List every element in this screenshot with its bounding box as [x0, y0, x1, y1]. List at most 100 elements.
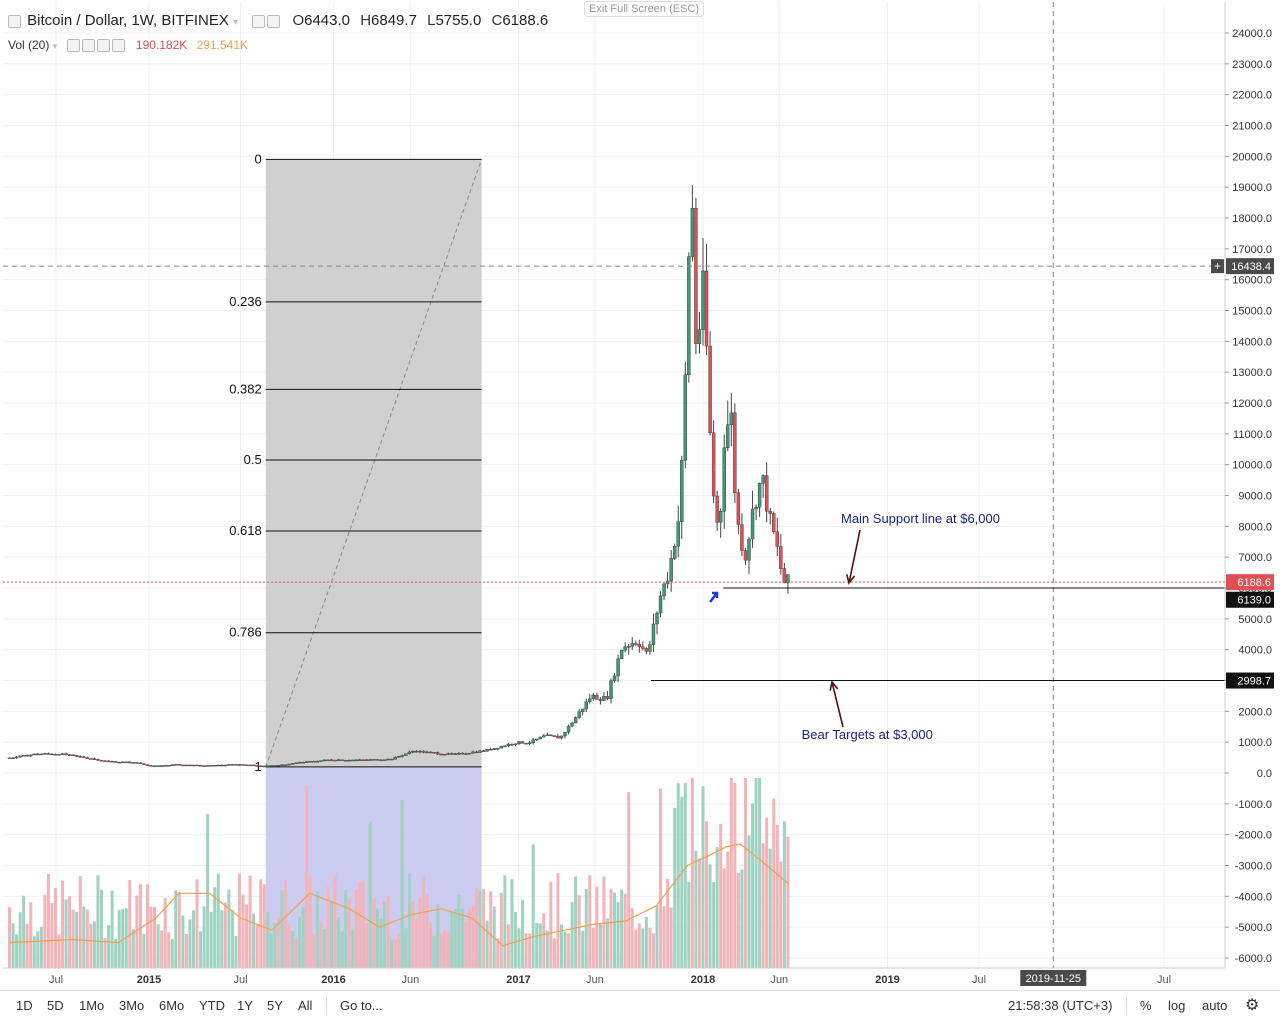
- volume-bar: [524, 933, 528, 968]
- volume-bar: [418, 897, 422, 968]
- exit-fullscreen-button[interactable]: Exit Full Screen (ESC): [584, 1, 705, 17]
- target-price-tag-bg: [1226, 672, 1274, 689]
- auto-scale-button[interactable]: auto: [1202, 998, 1228, 1013]
- volume-bar: [29, 902, 33, 968]
- candle-body: [524, 743, 528, 745]
- chevron-down-icon[interactable]: ▾: [233, 17, 239, 28]
- candle-body: [584, 701, 588, 710]
- y-tick-label: 20000.0: [1232, 151, 1272, 163]
- y-tick-label: 11000.0: [1233, 429, 1272, 441]
- volume-bar: [602, 876, 606, 968]
- volume-indicator-label[interactable]: Vol (20): [8, 38, 50, 52]
- volume-bar: [266, 911, 270, 968]
- volume-bar: [230, 909, 234, 968]
- gear-icon[interactable]: ⚙: [1245, 997, 1260, 1014]
- volume-bar: [170, 938, 174, 968]
- chevron-down-icon[interactable]: ▾: [52, 41, 58, 51]
- candle-body: [609, 680, 613, 699]
- price-candles: [7, 185, 790, 768]
- volume-bar: [414, 918, 418, 968]
- candle-body: [616, 658, 620, 677]
- candle-body: [361, 759, 366, 761]
- range-ytd-button[interactable]: YTD: [199, 998, 225, 1013]
- volume-bar: [496, 938, 500, 968]
- candle-body: [499, 746, 504, 749]
- low-label: L: [427, 12, 436, 29]
- candle-body: [67, 754, 72, 756]
- goto-button[interactable]: Go to...: [340, 998, 383, 1013]
- close-icon[interactable]: [111, 39, 125, 53]
- range-1mo-button[interactable]: 1Mo: [79, 998, 105, 1013]
- x-tick-label: Jun: [401, 974, 419, 986]
- candle-body: [191, 764, 196, 767]
- range-5y-button[interactable]: 5Y: [267, 998, 283, 1013]
- candle-body: [329, 759, 334, 762]
- volume-bar: [581, 930, 585, 968]
- candle-body: [46, 753, 51, 755]
- volume-bar: [117, 910, 121, 968]
- candle-body: [106, 760, 111, 763]
- add-icon[interactable]: [96, 39, 110, 53]
- range-5d-button[interactable]: 5D: [47, 998, 64, 1013]
- candle-body: [545, 734, 550, 737]
- volume-bar: [375, 908, 379, 968]
- candle-body: [782, 568, 787, 584]
- volume-bar: [613, 892, 617, 968]
- volume-bar: [280, 890, 284, 968]
- candle-body: [113, 761, 118, 763]
- volume-bar: [513, 911, 517, 968]
- candle-body: [711, 432, 716, 497]
- candle-body: [573, 717, 578, 724]
- volume-bar: [446, 932, 450, 968]
- range-1y-button[interactable]: 1Y: [237, 998, 253, 1013]
- volume-bar: [107, 925, 111, 968]
- volume-bar: [372, 898, 376, 968]
- volume-bar: [379, 918, 383, 968]
- candle-body: [602, 696, 606, 701]
- volume-bar: [68, 896, 72, 968]
- volume-bar: [386, 895, 390, 968]
- eye-icon[interactable]: [66, 39, 80, 53]
- candle-body: [559, 735, 564, 739]
- y-tick-label: 13000.0: [1232, 367, 1272, 379]
- volume-bar: [344, 890, 348, 968]
- candle-body: [280, 764, 284, 766]
- candle-body: [704, 270, 709, 347]
- fib-trend-line: [265, 159, 483, 768]
- volume-bar: [50, 903, 54, 968]
- candle-body: [368, 759, 373, 761]
- compare-icon[interactable]: [267, 14, 281, 28]
- candle-body: [57, 754, 61, 756]
- chart-header: Bitcoin / Dollar, 1W, BITFINEX ▾ O6443.0…: [0, 0, 1220, 53]
- candle-body: [566, 725, 571, 733]
- volume-bar: [32, 936, 36, 968]
- symbol-title[interactable]: Bitcoin / Dollar, 1W, BITFINEX: [27, 12, 229, 29]
- candle-body: [135, 762, 139, 764]
- volume-bar: [383, 901, 387, 968]
- y-tick-label: 10000.0: [1232, 460, 1272, 472]
- percent-scale-button[interactable]: %: [1140, 998, 1152, 1013]
- candle-body: [563, 732, 567, 737]
- candle-body: [556, 735, 560, 739]
- x-tick-label: 2019: [875, 974, 899, 986]
- range-3mo-button[interactable]: 3Mo: [119, 998, 145, 1013]
- candle-body: [71, 754, 75, 756]
- range-1d-button[interactable]: 1D: [16, 998, 33, 1013]
- y-tick-label: 8000.0: [1238, 521, 1272, 533]
- candle-body: [757, 483, 762, 508]
- y-tick-label: 2000.0: [1238, 706, 1272, 718]
- gear-icon[interactable]: [81, 39, 95, 53]
- y-tick-label: 21000.0: [1232, 121, 1272, 133]
- log-scale-button[interactable]: log: [1168, 998, 1186, 1013]
- candle-body: [549, 734, 553, 737]
- candle-body: [510, 743, 514, 746]
- arrow-icon: [709, 591, 719, 603]
- range-6mo-button[interactable]: 6Mo: [159, 998, 185, 1013]
- candle-body: [623, 646, 627, 651]
- settings-icon[interactable]: [252, 14, 266, 28]
- collapse-icon[interactable]: [8, 14, 21, 28]
- volume-bar: [595, 886, 599, 968]
- range-all-button[interactable]: All: [298, 998, 313, 1013]
